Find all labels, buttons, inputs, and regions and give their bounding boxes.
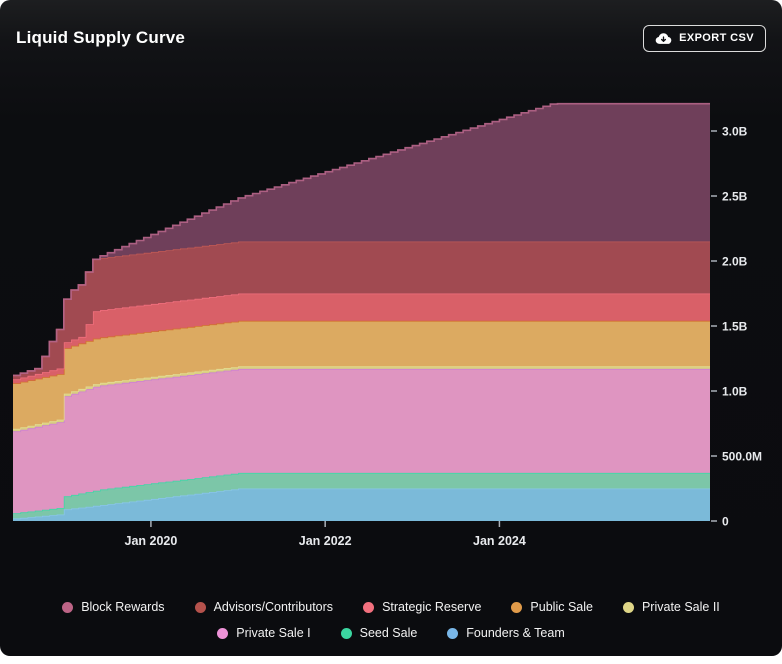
y-axis-label-1-0b: 1.0B: [722, 385, 748, 399]
area-public-sale[interactable]: [13, 320, 710, 429]
legend-dot-public-sale: [511, 601, 523, 613]
export-csv-button[interactable]: EXPORT CSV: [643, 24, 766, 52]
area-founders-team[interactable]: [13, 488, 710, 522]
legend-dot-private-sale-i: [217, 627, 229, 639]
y-axis-label-3-0b: 3.0B: [722, 125, 748, 139]
page-title: Liquid Supply Curve: [16, 28, 186, 47]
legend-item-public-sale[interactable]: Public Sale: [511, 600, 593, 614]
legend-item-block-rewards[interactable]: Block Rewards: [62, 600, 165, 614]
y-axis-label-500-0m: 500.0M: [722, 450, 762, 464]
legend-dot-advisors-contributors: [194, 601, 206, 613]
legend-dot-strategic-reserve: [363, 601, 375, 613]
chart-area: Jan 2020 Jan 2022 Jan 2024 0 500.0M 1.0B 1.5B 2…: [13, 102, 762, 548]
legend-dot-seed-sale: [340, 627, 352, 639]
y-axis-label-1-5b: 1.5B: [722, 320, 748, 334]
x-axis-label-jan-2022: Jan 2022: [299, 534, 352, 548]
y-axis-label-0: 0: [722, 515, 729, 529]
area-strategic-reserve[interactable]: [13, 293, 710, 384]
card-header: Liquid Supply Curve EXPORT CSV: [0, 0, 782, 62]
cloud-download-icon: [655, 32, 672, 45]
legend-item-advisors-contributors[interactable]: Advisors/Contributors: [194, 600, 334, 614]
legend-label-public-sale: Public Sale: [530, 600, 593, 614]
y-axis-label-2-0b: 2.0B: [722, 255, 748, 269]
legend-label-advisors-contributors: Advisors/Contributors: [213, 600, 334, 614]
area-seed-sale[interactable]: [13, 472, 710, 519]
legend-dot-block-rewards: [62, 601, 74, 613]
legend-item-strategic-reserve[interactable]: Strategic Reserve: [363, 600, 481, 614]
liquid-supply-chart: Jan 2020 Jan 2022 Jan 2024 0 500.0M 1.0B 1.5B 2…: [13, 102, 762, 548]
x-axis-label-jan-2024: Jan 2024: [473, 534, 526, 548]
legend-item-seed-sale[interactable]: Seed Sale: [340, 626, 418, 640]
legend-item-founders-team[interactable]: Founders & Team: [447, 626, 565, 640]
area-private-sale-i[interactable]: [13, 368, 710, 514]
legend-label-private-sale-i: Private Sale I: [236, 626, 311, 640]
legend-item-private-sale-i[interactable]: Private Sale I: [217, 626, 311, 640]
legend-item-private-sale-ii[interactable]: Private Sale II: [622, 600, 720, 614]
legend-label-block-rewards: Block Rewards: [81, 600, 165, 614]
legend-label-private-sale-ii: Private Sale II: [641, 600, 720, 614]
legend-label-seed-sale: Seed Sale: [359, 626, 418, 640]
legend-dot-founders-team: [447, 627, 459, 639]
legend-label-founders-team: Founders & Team: [466, 626, 565, 640]
legend-row-1: Block Rewards Advisors/Contributors Strate…: [62, 600, 720, 614]
legend-row-2: Private Sale I Seed Sale Founders & Team: [217, 626, 565, 640]
y-axis-label-2-5b: 2.5B: [722, 190, 748, 204]
area-outline-block-rewards: [13, 102, 710, 377]
export-csv-label: EXPORT CSV: [679, 32, 754, 44]
area-advisors-contributors[interactable]: [13, 241, 710, 380]
chart-legend: Block Rewards Advisors/Contributors Strate…: [0, 600, 782, 640]
legend-label-strategic-reserve: Strategic Reserve: [382, 600, 482, 614]
x-axis-label-jan-2020: Jan 2020: [125, 534, 178, 548]
legend-dot-private-sale-ii: [622, 601, 634, 613]
area-block-rewards[interactable]: [13, 103, 710, 376]
